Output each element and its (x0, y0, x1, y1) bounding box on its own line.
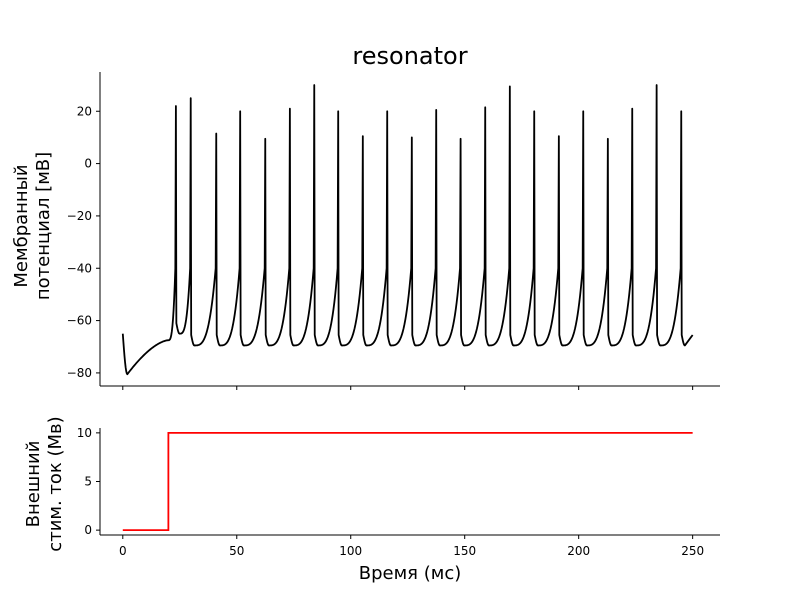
bottom-y-tick-label: 5 (84, 475, 92, 489)
bottom-y-tick-label: 0 (84, 523, 92, 537)
membrane-potential-line (121, 84, 694, 376)
bottom-y-tick-label: 10 (77, 426, 92, 440)
top-y-tick-label: −80 (67, 366, 92, 380)
x-axis-label: Время (мс) (359, 563, 462, 584)
top-y-tick-label: −20 (67, 209, 92, 223)
bottom-x-tick-label: 50 (229, 544, 244, 558)
membrane-potential-panel: resonator −80 −60 −40 −20 0 20 Мембранный пот… (11, 42, 720, 390)
bottom-x-tick-label: 100 (339, 544, 362, 558)
top-y-tick-label: −60 (67, 314, 92, 328)
membrane-potential-series (121, 84, 694, 376)
top-y-axis-label-line1: Мембранный (11, 164, 32, 287)
chart-title: resonator (352, 42, 467, 70)
top-y-tick-label: 0 (84, 157, 92, 171)
bottom-x-tick-label: 250 (681, 544, 704, 558)
stimulus-current-panel: 0 5 10 0 50 100 150 200 250 Внешний стим. ток (… (23, 416, 720, 584)
bottom-x-tick-label: 0 (119, 544, 127, 558)
top-x-ticks (122, 386, 694, 390)
bottom-x-tick-label: 150 (453, 544, 476, 558)
top-y-tick-label: 20 (77, 104, 92, 118)
bottom-y-axis-label-line1: Внешний (23, 441, 44, 528)
stimulus-current-line (122, 431, 693, 532)
top-y-ticks: −80 −60 −40 −20 0 20 (67, 104, 100, 380)
bottom-y-axis-label-line2: стим. ток (Мв) (45, 416, 66, 551)
top-y-tick-label: −40 (67, 261, 92, 275)
bottom-x-ticks: 0 50 100 150 200 250 (119, 535, 704, 558)
bottom-y-ticks: 0 5 10 (77, 426, 100, 537)
bottom-x-tick-label: 200 (567, 544, 590, 558)
stimulus-current-series (122, 431, 693, 532)
top-y-axis-label-line2: потенциал [мВ] (33, 152, 54, 300)
